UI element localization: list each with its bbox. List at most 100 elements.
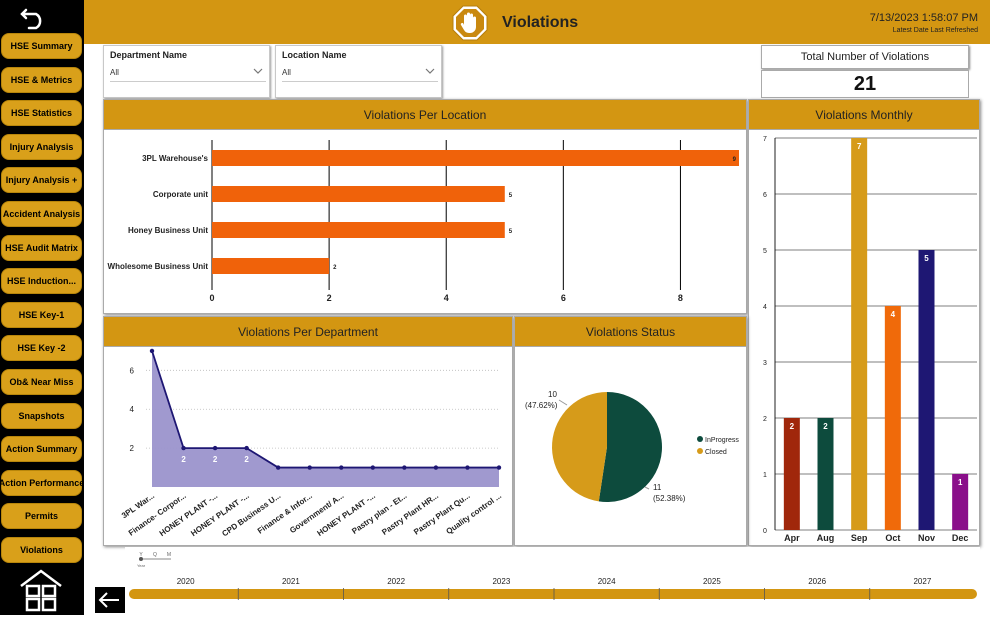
data-label: 2 (790, 422, 795, 431)
bar (851, 138, 868, 530)
y-tick-label: 2 (763, 416, 767, 423)
timeline-svg[interactable]: Y Q M Year 2020 2021 2022 2023 2024 2025 2026 2027 (125, 547, 980, 613)
location-slicer[interactable]: Location Name All (275, 45, 442, 98)
x-tick-label: Quality control ... (444, 491, 503, 536)
legend-label: Closed (705, 449, 727, 456)
x-tick-label: Aug (817, 533, 835, 543)
location-slicer-value[interactable]: All (282, 68, 438, 82)
sidebar-item-hse-key-1[interactable]: HSE Key-1 (1, 301, 82, 328)
data-label: 2 (181, 455, 186, 464)
granularity-handle (139, 557, 143, 561)
sidebar-item-hse-audit-matrix[interactable]: HSE Audit Matrix (1, 234, 82, 261)
granularity-option: M (167, 552, 171, 558)
x-tick-label: 4 (444, 293, 449, 303)
y-tick-label: 0 (763, 528, 767, 535)
data-label: 11 (653, 483, 662, 492)
sidebar-item-hse-key-2[interactable]: HSE Key -2 (1, 335, 82, 362)
legend-marker (697, 448, 703, 454)
back-arrow-icon[interactable] (95, 587, 125, 613)
data-label: (52.38%) (653, 494, 686, 503)
location-chart-title: Violations Per Location (104, 100, 746, 130)
data-point (433, 465, 439, 470)
department-chart-title: Violations Per Department (104, 317, 512, 347)
x-tick-label: 8 (678, 293, 683, 303)
department-slicer[interactable]: Department Name All (103, 45, 270, 98)
sidebar-item-action-summary[interactable]: Action Summary (1, 436, 82, 463)
data-point (275, 465, 281, 470)
bar (212, 222, 505, 238)
y-tick-label: 5 (763, 248, 767, 255)
department-slicer-label: Department Name (110, 50, 188, 60)
chevron-down-icon[interactable] (425, 66, 435, 76)
data-label: 2 (213, 455, 218, 464)
category-label: Corporate unit (153, 190, 208, 199)
back-arrow-icon[interactable] (20, 4, 48, 30)
bar (783, 418, 800, 530)
y-tick-label: 4 (763, 304, 767, 311)
x-tick-label: HONEY PLANT -... (315, 491, 376, 538)
timeline-year: 2026 (808, 577, 826, 586)
area-fill (152, 350, 499, 487)
header-bar: Violations 7/13/2023 1:58:07 PM Latest D… (84, 0, 990, 44)
chevron-down-icon[interactable] (253, 66, 263, 76)
sidebar-item-accident-analysis[interactable]: Accident Analysis (1, 201, 82, 227)
sidebar-item-action-performance[interactable]: Action Performance (0, 469, 84, 496)
kpi-title: Total Number of Violations (761, 45, 969, 69)
status-chart-title: Violations Status (515, 317, 746, 347)
datetime-caption: Latest Date Last Refreshed (892, 27, 978, 34)
bar (952, 474, 969, 530)
bar (212, 150, 739, 166)
x-tick-label: Government/ A... (288, 491, 345, 535)
sidebar-item-permits[interactable]: Permits (1, 503, 82, 530)
home-icon[interactable] (18, 568, 64, 612)
timeline-year: 2023 (492, 577, 510, 586)
data-label: 2 (823, 422, 828, 431)
data-point (149, 348, 155, 354)
timeline-year: 2022 (387, 577, 405, 586)
x-tick-label: Oct (885, 533, 900, 543)
category-label: Wholesome Business Unit (108, 262, 209, 271)
data-point (181, 445, 186, 451)
y-tick-label: 6 (763, 192, 767, 199)
data-point (244, 445, 249, 451)
monthly-chart-card: Violations Monthly 0 1 2 3 4 5 6 7 2 Apr 2 Aug 7 Sep 4… (748, 99, 980, 546)
department-slicer-value[interactable]: All (110, 68, 266, 82)
sidebar-item-hse-metrics[interactable]: HSE & Metrics (1, 66, 82, 93)
data-label: 1 (958, 478, 963, 487)
sidebar-item-injury-analysis[interactable]: Injury Analysis + (1, 167, 82, 194)
series-line (151, 350, 499, 469)
timeline-year: 2025 (703, 577, 721, 586)
status-pie-chart: 11 (52.38%) 10 (47.62%) InProgress Closed (525, 390, 739, 503)
timeline-slicer[interactable]: Y Q M Year 2020 2021 2022 2023 2024 2025 2026 2027 (125, 547, 980, 613)
sidebar-item-hse-statistics[interactable]: HSE Statistics (1, 100, 82, 127)
x-tick-label: Finance & Infor... (256, 491, 314, 535)
datetime-value: 7/13/2023 1:58:07 PM (869, 12, 978, 24)
y-tick-label: 1 (763, 472, 767, 479)
data-label: 7 (857, 142, 862, 151)
monthly-bar-chart: 0 1 2 3 4 5 6 7 2 Apr 2 Aug 7 Sep 4 Oct 5 Nov 1 Dec (763, 136, 977, 543)
x-tick-label: Pastry Plant HR... (380, 491, 440, 537)
x-tick-label: Sep (851, 533, 868, 543)
data-point (339, 465, 344, 470)
sidebar-item-ob-near-miss[interactable]: Ob& Near Miss (1, 369, 82, 395)
y-tick-label: 3 (763, 360, 767, 367)
data-label: 2 (333, 265, 337, 271)
legend-label: InProgress (705, 437, 739, 444)
data-label: 9 (733, 157, 737, 163)
x-tick-label: Nov (918, 533, 935, 543)
y-tick-label: 4 (130, 405, 135, 414)
sidebar-item-hse-summary[interactable]: HSE Summary (1, 33, 82, 59)
sidebar-item-hse-induction[interactable]: HSE Induction... (1, 268, 82, 295)
pie-slice (552, 392, 607, 502)
leader-line (644, 486, 650, 490)
sidebar-item-snapshots[interactable]: Snapshots (1, 402, 82, 429)
x-tick-label: 0 (209, 293, 214, 303)
sidebar-item-violations[interactable]: Violations (1, 537, 82, 563)
timeline-year: 2024 (598, 577, 616, 586)
sidebar-item-injury-analysis[interactable]: Injury Analysis (1, 133, 82, 160)
x-tick-label: CPD Business U... (220, 491, 282, 538)
monthly-chart-title: Violations Monthly (749, 100, 979, 130)
timeline-year: 2020 (177, 577, 195, 586)
stop-hand-icon (452, 5, 488, 41)
